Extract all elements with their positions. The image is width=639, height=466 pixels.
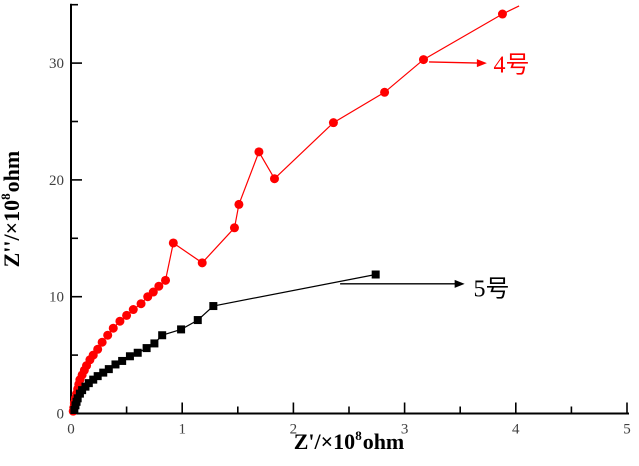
x-tick-label: 4 (512, 422, 520, 438)
data-point-square (125, 352, 134, 361)
data-point-square (93, 372, 102, 381)
annotation-4号: 4号 (429, 52, 530, 78)
data-point-circle (419, 55, 429, 65)
y-tick-label: 30 (49, 56, 64, 72)
data-point-circle (168, 238, 178, 248)
x-tick-label: 1 (178, 422, 186, 438)
data-point-circle (229, 223, 239, 233)
data-point-circle (497, 9, 507, 19)
y-tick-label: 20 (49, 173, 64, 189)
data-point-square (142, 344, 151, 353)
data-point-circle (128, 305, 138, 315)
annotation-arrowhead (476, 59, 487, 68)
data-point-square (111, 360, 120, 369)
data-point-circle (103, 330, 113, 340)
data-point-circle (269, 174, 279, 184)
data-point-circle (148, 287, 158, 297)
data-point-circle (136, 299, 146, 309)
annotation-5号: 5号 (340, 277, 510, 303)
series-4号 (68, 5, 520, 416)
data-point-circle (161, 275, 171, 285)
data-point-circle (108, 323, 118, 333)
tick-labels: 0 1 2 3 4 5 0 10 20 30 (49, 56, 631, 437)
data-point-circle (380, 87, 390, 97)
x-tick-label: 2 (290, 422, 298, 438)
annotation-label: 4号 (494, 52, 530, 78)
data-point-square (104, 365, 113, 374)
data-point-square (177, 325, 186, 334)
x-tick-label: 3 (401, 422, 409, 438)
x-axis-title: Z'/×108ohm (294, 428, 405, 454)
axes (70, 3, 629, 415)
data-point-circle (93, 344, 103, 354)
data-point-square (73, 394, 82, 403)
data-point-square (371, 270, 380, 279)
data-point-square (193, 316, 202, 325)
y-axis-title: Z''/×108ohm (0, 151, 24, 268)
data-point-square (150, 339, 159, 348)
data-point-circle (328, 118, 338, 128)
data-point-square (118, 356, 127, 365)
y-tick-label: 10 (49, 290, 64, 306)
y-tick-label: 0 (57, 407, 65, 423)
series-5号 (70, 270, 380, 414)
data-point-square (209, 302, 218, 311)
annotation-arrowhead (454, 279, 465, 288)
data-point-circle (154, 281, 164, 291)
data-point-square (158, 331, 167, 340)
data-point-circle (254, 147, 264, 157)
data-point-square (89, 375, 98, 384)
data-point-circle (122, 310, 132, 320)
data-point-circle (234, 199, 244, 209)
data-point-circle (97, 337, 107, 347)
annotation-arrow-line (429, 61, 479, 64)
data-point-square (70, 405, 79, 414)
x-tick-label: 5 (623, 422, 631, 438)
data-point-square (99, 368, 108, 377)
data-point-circle (197, 258, 207, 268)
annotation-label: 5号 (474, 277, 510, 303)
data-point-circle (115, 316, 125, 326)
data-point-square (84, 379, 93, 388)
x-tick-label: 0 (67, 422, 75, 438)
data-point-square (133, 348, 142, 357)
